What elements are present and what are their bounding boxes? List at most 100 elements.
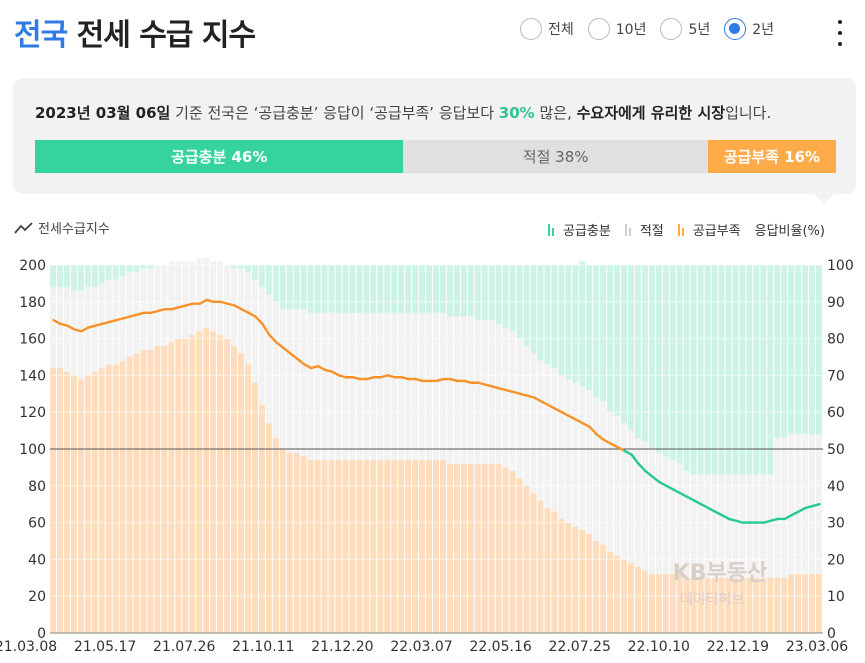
bar-adequate	[321, 312, 328, 461]
bar-sufficient	[802, 265, 809, 435]
ratio-segment-adequate: 적절 38%	[403, 140, 708, 173]
bar-shortage	[161, 345, 168, 633]
legend-index[interactable]: 전세수급지수	[14, 218, 110, 237]
index-line-segment	[699, 502, 710, 510]
index-line-segment	[720, 514, 731, 521]
period-option-5y[interactable]: 5년	[660, 18, 710, 40]
bar-sufficient	[711, 265, 718, 475]
bar-shortage	[63, 371, 70, 633]
index-line-segment	[602, 438, 612, 445]
bar-shortage	[398, 460, 405, 633]
bar-sufficient	[481, 265, 488, 321]
index-line-segment	[121, 315, 132, 320]
radio-all[interactable]	[520, 18, 542, 40]
bar-shortage	[203, 327, 210, 633]
legend-item-sufficient[interactable]: 공급충분	[548, 220, 611, 239]
bar-shortage	[614, 555, 621, 633]
bar-sufficient	[725, 265, 732, 475]
bar-shortage	[126, 357, 133, 633]
supply-demand-chart: KB부동산 데이터허브 0204060801001201401601802000…	[0, 257, 854, 655]
index-line-segment	[672, 488, 682, 495]
bar-adequate	[238, 268, 244, 354]
bar-adequate	[697, 474, 704, 578]
index-line-segment	[247, 311, 257, 318]
bar-sufficient	[370, 265, 377, 313]
y-left-tick-label: 120	[19, 405, 46, 421]
y-right-tick-label: 0	[827, 626, 836, 642]
bar-adequate	[802, 434, 809, 575]
bar-sufficient	[767, 265, 774, 475]
bar-shortage	[558, 518, 565, 633]
bar-sufficient	[405, 265, 412, 313]
radio-2y[interactable]	[724, 18, 747, 40]
bar-adequate	[600, 401, 607, 545]
index-line-segment	[574, 418, 584, 425]
bar-shortage	[711, 577, 718, 633]
bar-gray-icon	[624, 223, 633, 236]
bar-adequate	[258, 287, 265, 405]
bar-adequate	[244, 272, 251, 365]
bar-adequate	[147, 268, 154, 350]
bar-sufficient	[286, 265, 293, 310]
period-option-2y[interactable]: 2년	[724, 18, 774, 40]
title-region[interactable]: 전국	[14, 18, 68, 53]
bar-shortage	[168, 342, 175, 633]
bar-sufficient	[788, 265, 795, 435]
radio-10y[interactable]	[587, 18, 610, 40]
bar-shortage	[258, 404, 265, 633]
bar-shortage	[544, 507, 551, 633]
index-line-segment	[692, 499, 703, 506]
index-line-segment	[783, 514, 793, 521]
legend-item-adequate[interactable]: 적절	[624, 220, 664, 239]
bar-sufficient	[697, 265, 704, 475]
bar-adequate	[725, 474, 732, 578]
bar-adequate	[634, 437, 641, 567]
bar-shortage	[662, 574, 669, 633]
bar-shortage	[802, 574, 809, 633]
bar-adequate	[279, 309, 286, 449]
bar-shortage	[697, 577, 704, 633]
index-line-segment	[282, 346, 292, 355]
period-option-all[interactable]: 전체	[520, 18, 574, 40]
bar-adequate	[655, 452, 662, 575]
bar-adequate	[795, 434, 802, 575]
bar-adequate	[419, 312, 426, 461]
bar-sufficient	[634, 265, 641, 438]
bar-sufficient	[349, 265, 356, 313]
bar-shortage	[600, 544, 607, 633]
radio-5y[interactable]	[660, 18, 683, 40]
watermark-line1: KB부동산	[673, 561, 768, 586]
bar-shortage	[774, 577, 781, 633]
index-line-segment	[665, 484, 675, 491]
bar-sufficient	[746, 265, 753, 475]
bar-shortage	[655, 574, 662, 633]
summary-sentence: 2023년 03월 06일 기준 전국은 ‘공급충분’ 응답이 ‘공급부족’ 응…	[35, 102, 771, 123]
bar-adequate	[676, 463, 683, 575]
bar-sufficient	[272, 265, 279, 302]
bar-shortage	[91, 371, 98, 633]
bar-adequate	[356, 312, 363, 461]
bar-sufficient	[293, 265, 300, 310]
bar-sufficient	[251, 265, 258, 280]
index-line-segment	[73, 328, 83, 333]
bar-sufficient	[56, 265, 63, 288]
bar-adequate	[558, 375, 565, 519]
more-menu-icon[interactable]	[830, 20, 850, 46]
bar-shortage	[732, 577, 739, 633]
bar-adequate	[342, 312, 349, 461]
bar-sufficient	[77, 265, 84, 291]
bar-adequate	[391, 312, 398, 461]
bar-shortage	[704, 577, 711, 633]
bar-shortage	[112, 364, 119, 633]
bar-adequate	[446, 316, 453, 464]
period-option-10y[interactable]: 10년	[587, 18, 646, 40]
bar-sufficient	[537, 265, 544, 361]
bar-adequate	[63, 287, 70, 372]
legend-item-shortage[interactable]: 공급부족	[677, 220, 741, 239]
bar-adequate	[516, 338, 523, 479]
y-right-tick-label: 50	[827, 442, 845, 458]
bar-shortage	[648, 574, 655, 633]
bar-sufficient	[126, 265, 133, 273]
bar-shortage	[767, 577, 774, 633]
bar-shortage	[244, 364, 251, 633]
